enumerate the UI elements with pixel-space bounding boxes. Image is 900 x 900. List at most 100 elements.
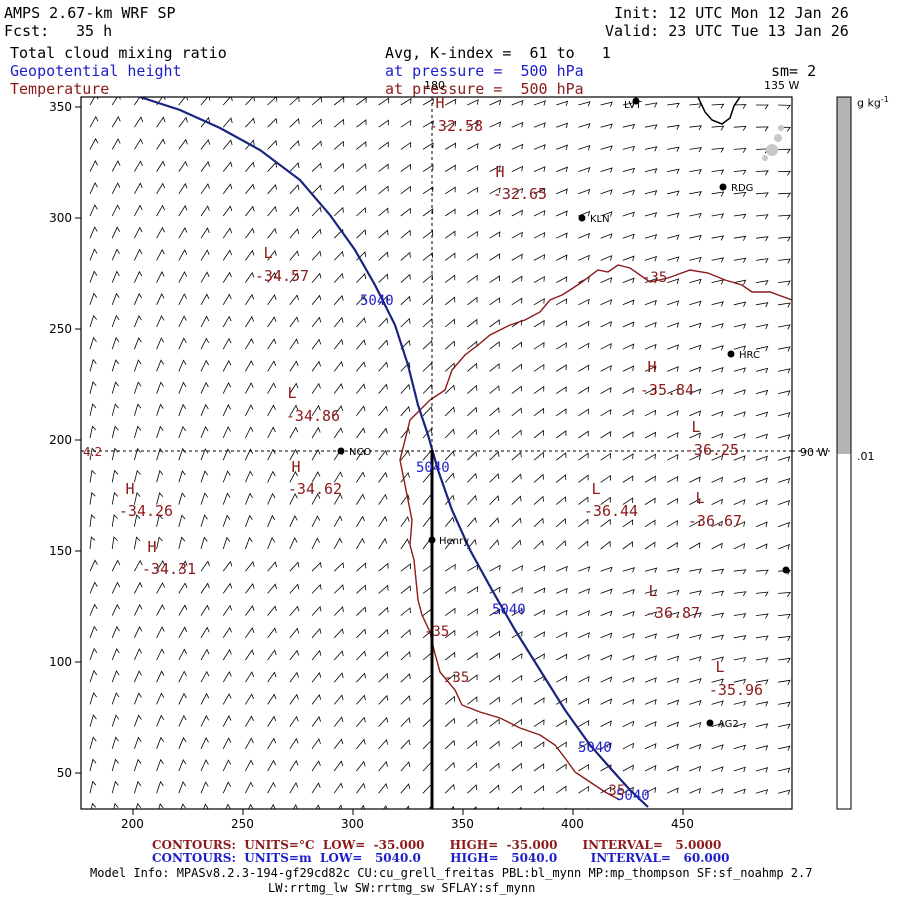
wind-barb [644, 764, 657, 772]
wind-barb [778, 789, 791, 795]
wind-barb [111, 491, 119, 505]
wind-barb [378, 628, 389, 639]
wind-barb [778, 499, 791, 506]
wind-barb [541, 807, 544, 809]
wind-barb [422, 362, 433, 372]
colorbar-frame [836, 96, 852, 810]
wind-barb [111, 138, 121, 150]
wind-barb [778, 477, 791, 484]
wind-barb [222, 759, 232, 772]
wind-barb [733, 345, 747, 351]
colorbar-fill [837, 97, 851, 454]
wind-barb [156, 226, 165, 239]
wind-barb [311, 272, 322, 283]
wind-barb [89, 780, 97, 794]
wind-barb [467, 318, 478, 328]
wind-barb [111, 248, 120, 261]
wind-barb [400, 761, 411, 772]
wind-barb [733, 433, 746, 439]
wind-barb [733, 788, 746, 795]
wind-barb [489, 740, 500, 750]
center-value: -34.62 [288, 480, 342, 498]
wind-barb [311, 782, 321, 794]
wind-barb [311, 250, 322, 261]
wind-barb [111, 736, 120, 749]
wind-barb [222, 715, 232, 727]
wind-barb [222, 359, 232, 372]
wind-barb [600, 211, 613, 217]
wind-barb [800, 149, 812, 153]
geo-label: 5040 [492, 602, 526, 618]
station-dot [727, 350, 735, 358]
wind-barb [467, 494, 477, 505]
wind-barb [89, 714, 97, 727]
wind-barb [156, 381, 164, 394]
wind-barb [689, 568, 702, 574]
wind-barb [467, 630, 478, 639]
model-info: Model Info: MPASv8.2.3-194-gf29cd82c CU:… [90, 866, 813, 880]
wind-barb [778, 390, 791, 396]
wind-barb [289, 206, 300, 217]
wind-barb [222, 97, 233, 106]
wind-barb [533, 297, 545, 306]
wind-barb [111, 403, 119, 416]
wind-barb [267, 737, 277, 750]
wind-barb [711, 678, 724, 684]
wind-barb [356, 317, 366, 328]
wind-barb [267, 139, 278, 150]
wind-barb [311, 228, 322, 239]
wind-barb [356, 207, 367, 217]
wind-barb [178, 182, 188, 195]
wind-barb [734, 811, 745, 816]
station-dot [337, 447, 345, 455]
wind-barb [311, 184, 322, 195]
wind-barb [622, 321, 635, 328]
wind-barb [444, 186, 456, 195]
wind-barb [134, 204, 143, 217]
wind-barb [111, 670, 120, 683]
wind-barb [800, 593, 812, 597]
center-letter: H [435, 94, 444, 112]
wind-barb [422, 406, 433, 417]
wind-barb [333, 184, 344, 195]
wind-barb [245, 227, 255, 239]
wind-barb [489, 630, 501, 639]
wind-barb [444, 563, 456, 572]
wind-barb [711, 520, 723, 528]
wind-barb [356, 273, 366, 283]
wind-barb [444, 428, 455, 439]
center-letter: H [647, 358, 656, 376]
wind-barb [644, 655, 657, 661]
wind-barb [178, 160, 188, 172]
wind-barb [711, 454, 724, 461]
wind-barb [222, 205, 233, 217]
wind-barb [667, 278, 680, 284]
wind-barb [600, 255, 613, 261]
wind-barb [644, 453, 656, 461]
center-letter: L [691, 418, 700, 436]
wind-barb [778, 346, 791, 352]
wind-barb [489, 696, 500, 705]
wind-barb [245, 759, 254, 772]
wind-barb [556, 298, 568, 306]
wind-barb [289, 162, 300, 172]
wind-barb [711, 345, 724, 351]
wind-barb [578, 763, 590, 772]
wind-barb [289, 382, 299, 394]
wind-barb [578, 474, 589, 483]
wind-barb [578, 364, 590, 372]
wind-barb [134, 581, 143, 594]
center-letter: H [125, 480, 134, 498]
wind-barb [134, 315, 142, 328]
wind-barb [289, 272, 299, 283]
wind-barb [156, 97, 166, 106]
wind-barb [755, 635, 769, 641]
wind-barb [778, 613, 791, 619]
stations: RDG KLN HRC NCO Henry AG2 LVT [337, 97, 790, 730]
wind-barb [333, 162, 345, 172]
wind-barb [489, 275, 501, 283]
wind-barb [156, 560, 166, 572]
station-dot [428, 536, 436, 544]
wind-barb [689, 454, 701, 461]
wind-barb [89, 669, 98, 683]
